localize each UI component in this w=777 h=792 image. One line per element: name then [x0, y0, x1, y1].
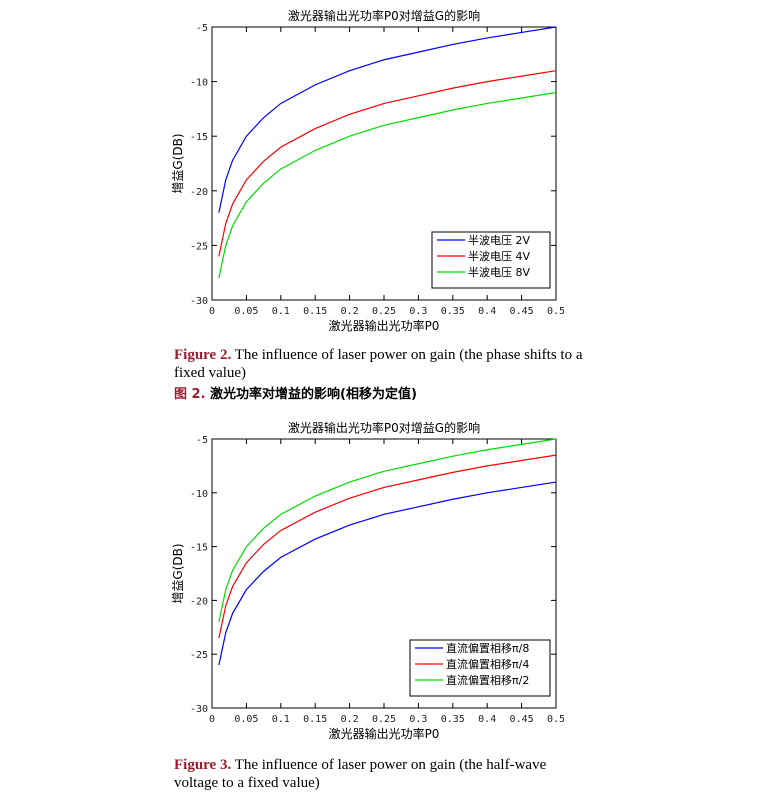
- y-axis-label: 增益G(DB): [171, 133, 185, 193]
- figure-2-plot: 激光器输出光功率P0对增益G的影响 -5 -10 -15 -20 -25 -300 0.05 0…: [171, 8, 565, 333]
- legend: 直流偏置相移π/8 直流偏置相移π/4 直流偏置相移π/2: [409, 639, 551, 697]
- x-tick-label: 0.1: [272, 714, 290, 725]
- y-tick-label: -20: [190, 596, 208, 607]
- x-tick-label: 0.05: [234, 306, 258, 317]
- x-tick-label: 0.35: [441, 714, 465, 725]
- y-tick-label: -25: [190, 241, 208, 252]
- x-tick-label: 0.05: [234, 714, 258, 725]
- x-tick-label: 0.35: [441, 306, 465, 317]
- y-tick-label: -25: [190, 650, 208, 661]
- series-line-1: [218, 481, 557, 666]
- y-tick-label: -15: [190, 132, 208, 143]
- x-tick-label: 0.45: [510, 714, 534, 725]
- x-axis-label: 激光器输出光功率P0: [329, 318, 440, 333]
- x-tick-label: 0.3: [409, 306, 427, 317]
- y-tick-label: -10: [190, 489, 208, 500]
- figure-2-cn-label: 图 2.: [174, 387, 206, 402]
- y-tick-label: -15: [190, 543, 208, 554]
- x-tick-label: 0.4: [478, 306, 496, 317]
- legend-box: [409, 639, 551, 697]
- figure-3-label: Figure 3.: [174, 757, 232, 773]
- x-tick-label: 0: [209, 714, 215, 725]
- x-tick-label: 0.5: [547, 306, 565, 317]
- series-line-3: [218, 91, 557, 279]
- legend-label-1: 半波电压 2V: [468, 233, 530, 247]
- x-tick-label: 0.3: [409, 714, 427, 725]
- x-tick-label: 0.45: [510, 306, 534, 317]
- series-line-1: [218, 26, 557, 213]
- series-line-2: [218, 454, 557, 639]
- figure-2-label: Figure 2.: [174, 347, 232, 363]
- x-tick-label: 0.25: [372, 714, 396, 725]
- figure-2-cn-text: 激光功率对增益的影响(相移为定值): [205, 387, 417, 402]
- y-axis-label: 增益G(DB): [171, 543, 185, 603]
- x-tick-label: 0: [209, 306, 215, 317]
- legend-label-2: 直流偏置相移π/4: [446, 657, 529, 671]
- x-tick-label: 0.25: [372, 306, 396, 317]
- figure-2-caption-cn: 图 2. 激光功率对增益的影响(相移为定值): [174, 383, 417, 402]
- figure-3-chart: 激光器输出光功率P0对增益G的影响 -5 -10 -15 -20 -25 -30 0 0.05 0…: [0, 415, 777, 755]
- x-tick-label: 0.2: [341, 714, 359, 725]
- x-tick-label: 0.15: [303, 714, 327, 725]
- x-tick-label: 0.2: [341, 306, 359, 317]
- legend-label-2: 半波电压 4V: [468, 249, 530, 263]
- legend-label-3: 半波电压 8V: [468, 265, 530, 279]
- x-tick-label: 0.15: [303, 306, 327, 317]
- figure-2-caption: Figure 2. The influence of laser power o…: [174, 346, 594, 382]
- x-tick-label: 0.1: [272, 306, 290, 317]
- chart-title: 激光器输出光功率P0对增益G的影响: [288, 8, 480, 23]
- legend-box: [431, 231, 551, 289]
- figure-3-plot: 激光器输出光功率P0对增益G的影响 -5 -10 -15 -20 -25 -300 0.05 0…: [171, 420, 565, 741]
- x-axis-label: 激光器输出光功率P0: [329, 726, 440, 741]
- legend-label-1: 直流偏置相移π/8: [446, 641, 529, 655]
- y-tick-label: -10: [190, 78, 208, 89]
- figure-2-text: The influence of laser power on gain (th…: [174, 347, 583, 381]
- series-line-2: [218, 70, 557, 257]
- x-tick-label: 0.5: [547, 714, 565, 725]
- y-tick-label: -30: [190, 704, 208, 715]
- y-tick-label: -30: [190, 296, 208, 307]
- y-tick-label: -5: [196, 435, 208, 446]
- legend: 半波电压 2V 半波电压 4V 半波电压 8V: [431, 231, 551, 289]
- y-tick-label: -5: [196, 23, 208, 34]
- chart-title: 激光器输出光功率P0对增益G的影响: [288, 420, 480, 435]
- figure-2-chart: 激光器输出光功率P0对增益G的影响 -5 -10 -15 -20 -25 -30 0 0.05 0…: [0, 0, 777, 345]
- y-tick-label: -20: [190, 187, 208, 198]
- series-line-3: [218, 438, 557, 623]
- x-tick-label: 0.4: [478, 714, 496, 725]
- legend-label-3: 直流偏置相移π/2: [446, 673, 529, 687]
